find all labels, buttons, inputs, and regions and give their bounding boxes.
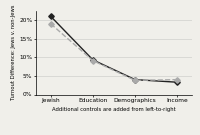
X-axis label: Additional controls are added from left-to-right: Additional controls are added from left-…: [52, 107, 176, 112]
Y-axis label: Turnout Difference: Jews v. non-Jews: Turnout Difference: Jews v. non-Jews: [11, 5, 17, 100]
